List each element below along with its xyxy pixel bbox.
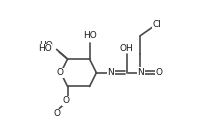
Text: O: O: [63, 96, 70, 105]
Text: N: N: [138, 68, 144, 77]
Text: HO: HO: [38, 44, 52, 53]
Text: O: O: [57, 68, 64, 77]
Text: O: O: [53, 109, 60, 118]
Text: N: N: [107, 68, 114, 77]
Text: Cl: Cl: [152, 20, 161, 29]
Text: HO: HO: [39, 41, 53, 50]
Text: OH: OH: [120, 44, 134, 52]
Text: HO: HO: [83, 31, 96, 40]
Text: O: O: [156, 68, 163, 77]
